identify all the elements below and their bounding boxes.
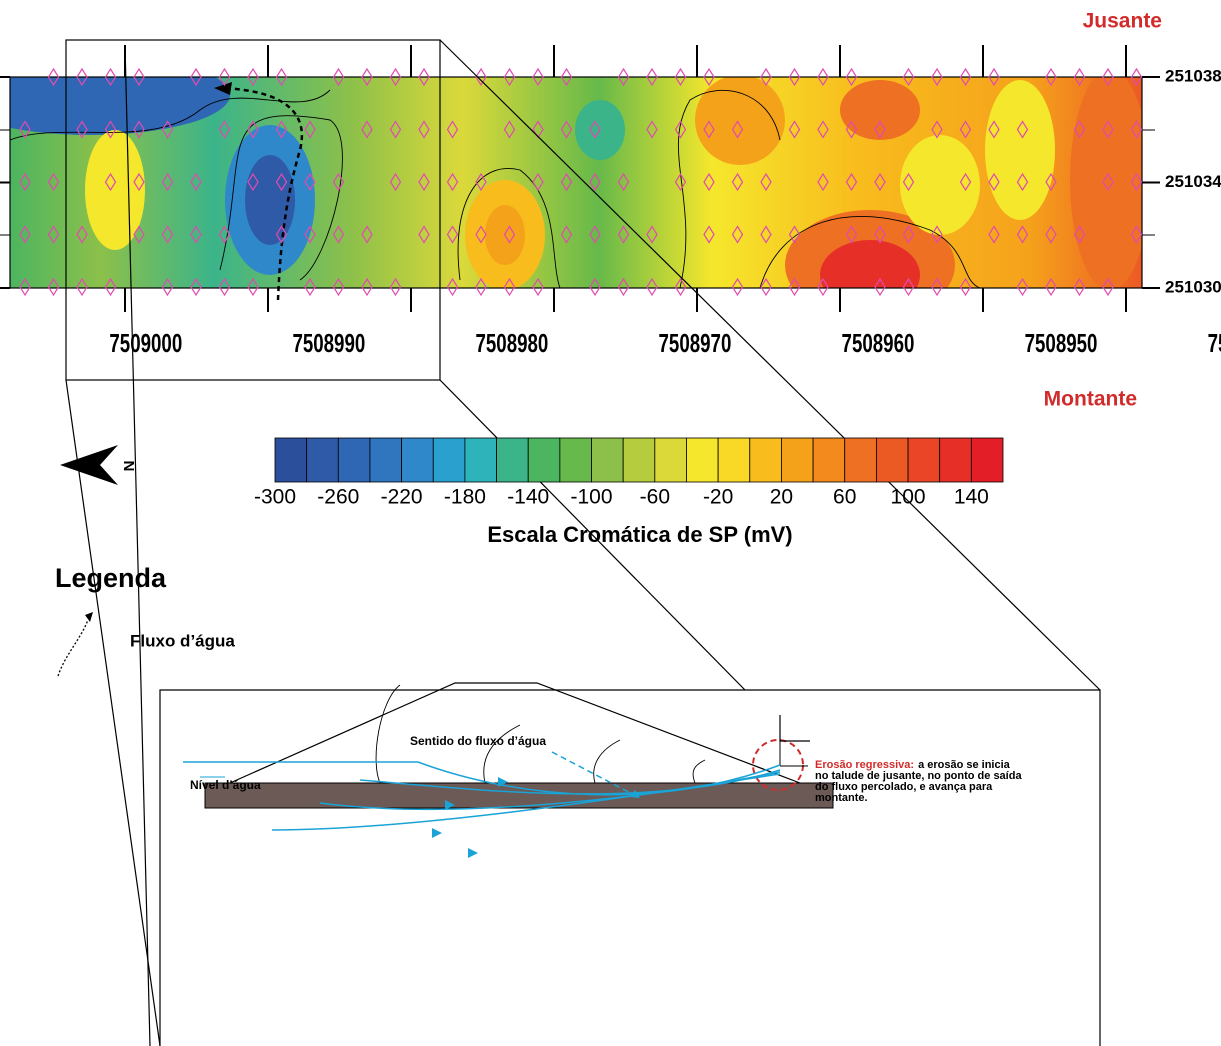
colorbar-cell bbox=[750, 438, 782, 482]
x-label: 7508950 bbox=[1025, 328, 1098, 358]
callout bbox=[780, 715, 810, 741]
north-arrow bbox=[60, 445, 118, 485]
colorbar-label: -300 bbox=[254, 486, 296, 509]
colorbar-cell bbox=[971, 438, 1003, 482]
sp-contour-map bbox=[0, 55, 1150, 320]
figure: Jusante Montante N Escala Cromática de S… bbox=[0, 0, 1221, 1046]
side-label: Montante bbox=[1044, 388, 1137, 411]
flow-direction-label: Sentido do fluxo d’água bbox=[410, 734, 546, 748]
colorbar-cell bbox=[592, 438, 624, 482]
colorbar-cell bbox=[623, 438, 655, 482]
x-label: 7508980 bbox=[475, 328, 548, 358]
colorbar-cell bbox=[338, 438, 370, 482]
north-label: N bbox=[121, 461, 138, 472]
colorbar-cell bbox=[655, 438, 687, 482]
colorbar-cell bbox=[560, 438, 592, 482]
colorbar-cell bbox=[497, 438, 529, 482]
erosion-line: montante. bbox=[815, 792, 868, 804]
colorbar-label: -60 bbox=[640, 486, 670, 509]
x-label: 7508990 bbox=[292, 328, 365, 358]
colorbar-title: Escala Cromática de SP (mV) bbox=[487, 522, 792, 547]
colorbar-label: 100 bbox=[891, 486, 926, 509]
side-label: Jusante bbox=[1083, 10, 1162, 33]
colorbar-label: -140 bbox=[507, 486, 549, 509]
colorbar-label: 20 bbox=[770, 486, 793, 509]
erosion-note: Erosão regressiva:a erosão se iniciano t… bbox=[780, 740, 1022, 804]
legend-symbol-head bbox=[85, 612, 93, 622]
colorbar-cell bbox=[275, 438, 307, 482]
detail-frame bbox=[160, 690, 1100, 1046]
flow-arrowhead bbox=[432, 828, 442, 838]
x-label: 7508960 bbox=[842, 328, 915, 358]
colorbar-cell bbox=[845, 438, 877, 482]
legend-symbol bbox=[58, 620, 88, 676]
y-label: 251038 bbox=[1165, 66, 1221, 85]
colorbar-label: -220 bbox=[381, 486, 423, 509]
colorbar-cell bbox=[940, 438, 972, 482]
colorbar-cell bbox=[718, 438, 750, 482]
colorbar-label: -20 bbox=[703, 486, 733, 509]
colorbar-cell bbox=[908, 438, 940, 482]
flow-arrowhead bbox=[468, 848, 478, 858]
colorbar-label: 60 bbox=[833, 486, 856, 509]
water-level-label: Nível d’água bbox=[190, 778, 261, 792]
colorbar-label: 140 bbox=[954, 486, 989, 509]
colorbar-cell bbox=[528, 438, 560, 482]
foundation bbox=[205, 783, 833, 808]
colorbar-cell bbox=[402, 438, 434, 482]
erosion-text: Erosão regressiva:a erosão se iniciano t… bbox=[815, 759, 1022, 804]
x-label: 7509000 bbox=[109, 328, 182, 358]
y-label: 251030 bbox=[1165, 277, 1221, 296]
x-label: 7508940 bbox=[1208, 328, 1221, 358]
colorbar-cell bbox=[370, 438, 402, 482]
y-label: 251034 bbox=[1165, 172, 1221, 191]
colorbar-label: -180 bbox=[444, 486, 486, 509]
colorbar-cell bbox=[686, 438, 718, 482]
colorbar-label: -100 bbox=[571, 486, 613, 509]
colorbar-cell bbox=[307, 438, 339, 482]
legend-title: Legenda bbox=[55, 563, 167, 593]
colorbar-cell bbox=[433, 438, 465, 482]
colorbar-cell bbox=[465, 438, 497, 482]
legend-item: Fluxo d’água bbox=[130, 631, 235, 650]
colorbar-cell bbox=[813, 438, 845, 482]
colorbar-label: -260 bbox=[317, 486, 359, 509]
colorbar bbox=[275, 438, 1003, 482]
colorbar-cell bbox=[876, 438, 908, 482]
colorbar-cell bbox=[781, 438, 813, 482]
x-label: 7508970 bbox=[659, 328, 732, 358]
dam-outline bbox=[230, 683, 800, 783]
